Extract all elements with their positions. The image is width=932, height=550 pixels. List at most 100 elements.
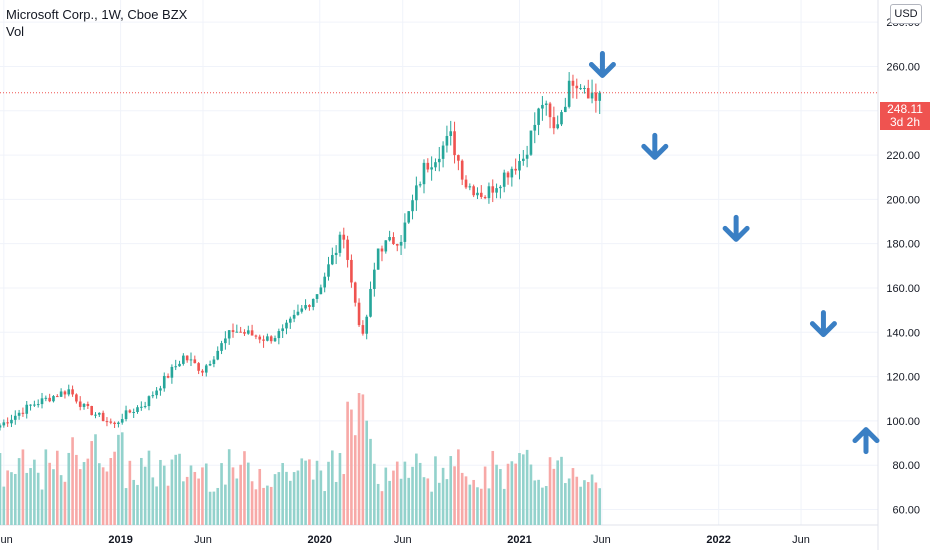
candle-body [285,322,288,329]
candle-body [117,422,120,425]
candle-body [269,336,273,342]
volume-bar [296,470,300,525]
currency-button[interactable]: USD [890,4,922,24]
x-tick-label: Jun [792,534,810,546]
candle-body [258,336,262,340]
candle-body [491,186,495,193]
volume-bar [246,462,250,525]
candle-body [415,185,418,201]
candle-body [178,363,181,367]
volume-bar [376,483,380,525]
candle-body [437,158,441,163]
candle-body [304,305,307,309]
candle-body [300,308,304,312]
y-tick-label: 140.00 [886,327,920,339]
candle-body [59,391,63,397]
volume-bar [13,473,17,525]
x-tick-label: Jun [194,534,212,546]
volume-bar [220,463,223,525]
arrow-down-icon [588,50,616,78]
y-tick-label: 120.00 [886,372,920,384]
candle-body [266,336,269,341]
candle-body [323,276,326,288]
candle-body [220,343,223,351]
candle-body [514,168,517,171]
candle-body [98,412,101,415]
volume-bar [437,482,441,525]
volume-bar [269,486,273,525]
volume-bar [86,458,90,525]
volume-bar [331,450,334,525]
volume-bar [90,441,93,525]
volume-bar [384,467,388,525]
volume-bar [529,464,533,525]
candle-body [277,331,281,339]
volume-bar [285,471,288,525]
volume-bar [472,479,475,525]
volume-bar [204,463,208,525]
candle-body [246,330,250,334]
candle-body [6,422,9,424]
volume-bar [151,477,155,525]
volume-bar [40,489,44,525]
volume-bar [52,469,55,525]
volume-bar [434,456,437,525]
volume-bar [67,452,71,525]
candle-body [342,234,346,240]
volume-bar [124,488,128,525]
arrow-up-icon [852,427,880,455]
volume-bar [288,480,292,525]
candle-body [548,103,552,118]
volume-bar [315,460,319,525]
candle-body [197,363,200,371]
y-tick-label: 180.00 [886,239,920,251]
candle-body [583,88,586,90]
candle-body [128,410,132,413]
candle-body [82,403,86,407]
volume-bar [6,470,9,525]
volume-bar [266,485,269,525]
volume-indicator-label[interactable]: Vol [6,24,25,39]
volume-bar [564,483,567,525]
candle-body [124,410,128,420]
candle-body [101,412,105,422]
volume-bar [518,453,521,525]
candle-body [315,294,319,299]
candle-body [243,332,246,334]
candle-body [155,390,158,396]
volume-bar [392,470,395,525]
volume-bar [36,472,40,525]
candle-body [590,92,594,99]
candle-body [52,396,55,402]
arrow-down-icon [809,310,837,338]
candle-body [365,316,369,334]
volume-bar [403,461,407,525]
candle-body [476,192,479,196]
volume-bar [373,463,376,525]
volume-bar [55,450,59,525]
candle-body [495,188,498,193]
volume-bar [544,486,548,525]
volume-bar [353,435,357,525]
candle-body [369,288,372,317]
volume-bar [63,481,67,525]
volume-bar [598,488,602,525]
volume-bar [346,401,349,525]
volume-bar [231,467,235,525]
candle-body [67,389,71,395]
candle-body [529,130,533,155]
volume-bar [117,434,120,525]
candle-body [193,359,197,364]
candle-body [541,104,544,109]
symbol-title[interactable]: Microsoft Corp., 1W, Cboe BZX [6,7,188,22]
candle-body [44,397,48,399]
candle-body [422,162,426,185]
candle-body [388,237,391,241]
candle-body [418,184,422,186]
volume-bar [239,464,242,525]
volume-bar [33,459,36,525]
legend: Microsoft Corp., 1W, Cboe BZX Vol [6,6,187,40]
volume-bar [48,462,51,525]
